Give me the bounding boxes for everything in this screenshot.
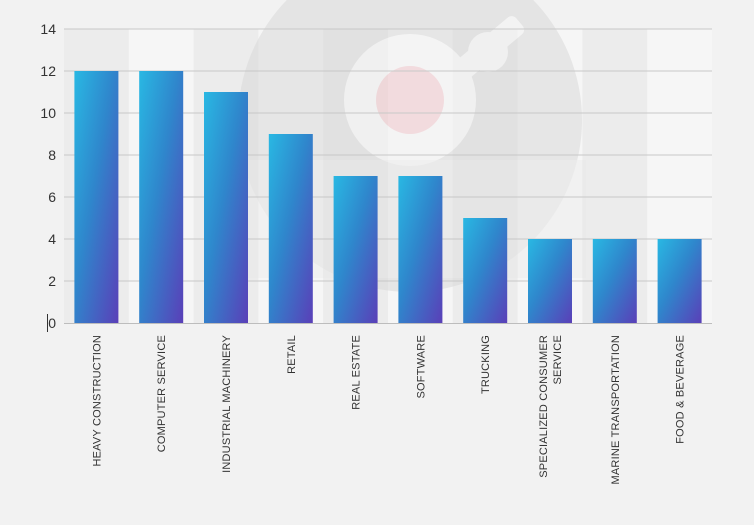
x-category-label: HEAVY CONSTRUCTION (91, 335, 103, 467)
y-tick-label: 2 (48, 273, 56, 289)
bar (463, 218, 507, 323)
bar (269, 134, 313, 323)
x-category-label: INDUSTRIAL MACHINERY (221, 335, 233, 473)
bar (398, 176, 442, 323)
y-tick-label: 0 (48, 315, 56, 331)
x-category-label-line: RETAIL (286, 335, 298, 374)
y-axis-tick-labels: 0 2 4 6 8 10 12 14 (40, 21, 56, 331)
x-category-label: REAL ESTATE (351, 335, 363, 410)
x-category-label-line: TRUCKING (480, 335, 492, 394)
bar (658, 239, 702, 323)
x-category-label: MARINE TRANSPORTATION (610, 335, 622, 484)
bar (528, 239, 572, 323)
bar (334, 176, 378, 323)
x-category-label-line: FOOD & BEVERAGE (675, 335, 687, 444)
x-category-label-line: COMPUTER SERVICE (156, 335, 168, 452)
x-category-label-line: MARINE TRANSPORTATION (610, 335, 622, 484)
y-tick-label: 8 (48, 147, 56, 163)
x-category-label: FOOD & BEVERAGE (675, 335, 687, 444)
y-tick-label: 4 (48, 231, 56, 247)
x-category-label: COMPUTER SERVICE (156, 335, 168, 452)
bar (204, 92, 248, 323)
y-tick-label: 10 (40, 105, 56, 121)
x-category-label-line: HEAVY CONSTRUCTION (91, 335, 103, 467)
x-category-label-line: REAL ESTATE (351, 335, 363, 410)
x-axis-category-labels: HEAVY CONSTRUCTION COMPUTER SERVICE INDUST… (91, 335, 686, 485)
x-category-label-line: INDUSTRIAL MACHINERY (221, 335, 233, 473)
x-category-label: SOFTWARE (415, 335, 427, 399)
x-category-label-line: SPECIALIZED CONSUMER (538, 335, 550, 478)
x-category-label-line: SERVICE (552, 335, 564, 385)
bar (593, 239, 637, 323)
y-tick-label: 6 (48, 189, 56, 205)
x-category-label: SPECIALIZED CONSUMER SERVICE (538, 335, 564, 478)
bar (74, 71, 118, 323)
y-tick-label: 12 (40, 63, 56, 79)
x-category-label: RETAIL (286, 335, 298, 374)
x-category-label-line: SOFTWARE (415, 335, 427, 399)
bar (139, 71, 183, 323)
y-tick-label: 14 (40, 21, 56, 37)
x-category-label: TRUCKING (480, 335, 492, 394)
